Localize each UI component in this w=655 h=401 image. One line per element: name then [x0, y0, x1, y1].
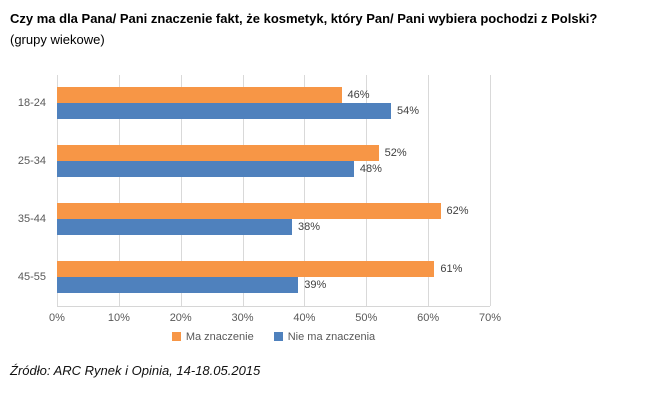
bar-value-label: 38%: [298, 220, 321, 233]
x-axis: 0% 10% 20% 30% 40% 50% 60% 70%: [49, 307, 501, 327]
legend-item: Nie ma znaczenia: [273, 330, 376, 343]
plot-area: 46% 54% 52% 48% 62% 38% 61% 39%: [57, 74, 491, 307]
gridline: [57, 74, 58, 306]
gridline: [242, 74, 244, 306]
bar-row: 38%: [57, 218, 490, 235]
bar-value-label: 46%: [347, 89, 370, 102]
bar-value-label: 62%: [446, 204, 469, 217]
bar-nie-ma-znaczenia: [57, 218, 293, 235]
legend-swatch: [273, 332, 283, 342]
bar-value-label: 52%: [384, 147, 407, 160]
bar-row: 62%: [57, 202, 490, 219]
gridline: [180, 74, 182, 306]
bar-ma-znaczenie: [57, 145, 379, 162]
bar-row: 54%: [57, 103, 490, 120]
category-labels: 18-24 25-34 35-44 45-55: [0, 75, 57, 307]
gridline: [118, 74, 120, 306]
x-tick-label: 10%: [107, 311, 130, 324]
bar-group: 52% 48%: [57, 145, 490, 178]
gridline: [366, 74, 368, 306]
x-tick-label: 20%: [169, 311, 192, 324]
bar-group: 61% 39%: [57, 260, 490, 293]
category-label: 35-44: [17, 213, 46, 226]
bar-groups: 46% 54% 52% 48% 62% 38% 61% 39%: [57, 75, 490, 306]
legend-label: Ma znaczenie: [185, 330, 254, 343]
x-tick-label: 40%: [293, 311, 316, 324]
x-tick-label: 70%: [478, 311, 502, 324]
chart-title-subtitle: (grupy wiekowe): [10, 31, 105, 47]
x-tick-label: 0%: [49, 311, 65, 324]
bar-row: 46%: [57, 87, 490, 104]
bar-value-label: 54%: [397, 105, 420, 118]
category-label: 45-55: [17, 271, 46, 284]
legend: Ma znaczenie Nie ma znaczenia: [57, 331, 490, 343]
bar-row: 52%: [57, 145, 490, 162]
gridline: [428, 74, 430, 306]
bar-row: 61%: [57, 260, 490, 277]
bar-value-label: 48%: [359, 163, 382, 176]
legend-item: Ma znaczenie: [171, 330, 254, 343]
legend-swatch: [171, 332, 181, 342]
category-label: 25-34: [17, 155, 46, 168]
bar-group: 62% 38%: [57, 202, 490, 235]
bar-ma-znaczenie: [57, 87, 342, 104]
gridline: [490, 74, 491, 306]
gridline: [304, 74, 306, 306]
x-tick-label: 30%: [231, 311, 254, 324]
bar-chart: 18-24 25-34 35-44 45-55 46% 54% 52% 48% 62% 38% 6…: [0, 74, 655, 343]
bar-row: 48%: [57, 161, 490, 178]
category-label: 18-24: [17, 97, 46, 110]
bar-group: 46% 54%: [57, 87, 490, 120]
source-note: Źródło: ARC Rynek i Opinia, 14-18.05.201…: [10, 362, 261, 378]
bar-value-label: 61%: [440, 262, 463, 275]
x-tick-label: 50%: [355, 311, 378, 324]
bar-nie-ma-znaczenia: [57, 103, 392, 120]
x-tick-label: 60%: [417, 311, 440, 324]
bar-row: 39%: [57, 276, 490, 293]
bar-nie-ma-znaczenia: [57, 161, 354, 178]
chart-title: Czy ma dla Pana/ Pani znaczenie fakt, że…: [0, 0, 645, 51]
bar-value-label: 39%: [304, 278, 327, 291]
bar-ma-znaczenie: [57, 202, 441, 219]
chart-body: 18-24 25-34 35-44 45-55 46% 54% 52% 48% 62% 38% 6…: [0, 74, 655, 307]
bar-nie-ma-znaczenia: [57, 276, 299, 293]
legend-label: Nie ma znaczenia: [287, 330, 376, 343]
bar-ma-znaczenie: [57, 260, 435, 277]
chart-title-question: Czy ma dla Pana/ Pani znaczenie fakt, że…: [10, 11, 598, 26]
